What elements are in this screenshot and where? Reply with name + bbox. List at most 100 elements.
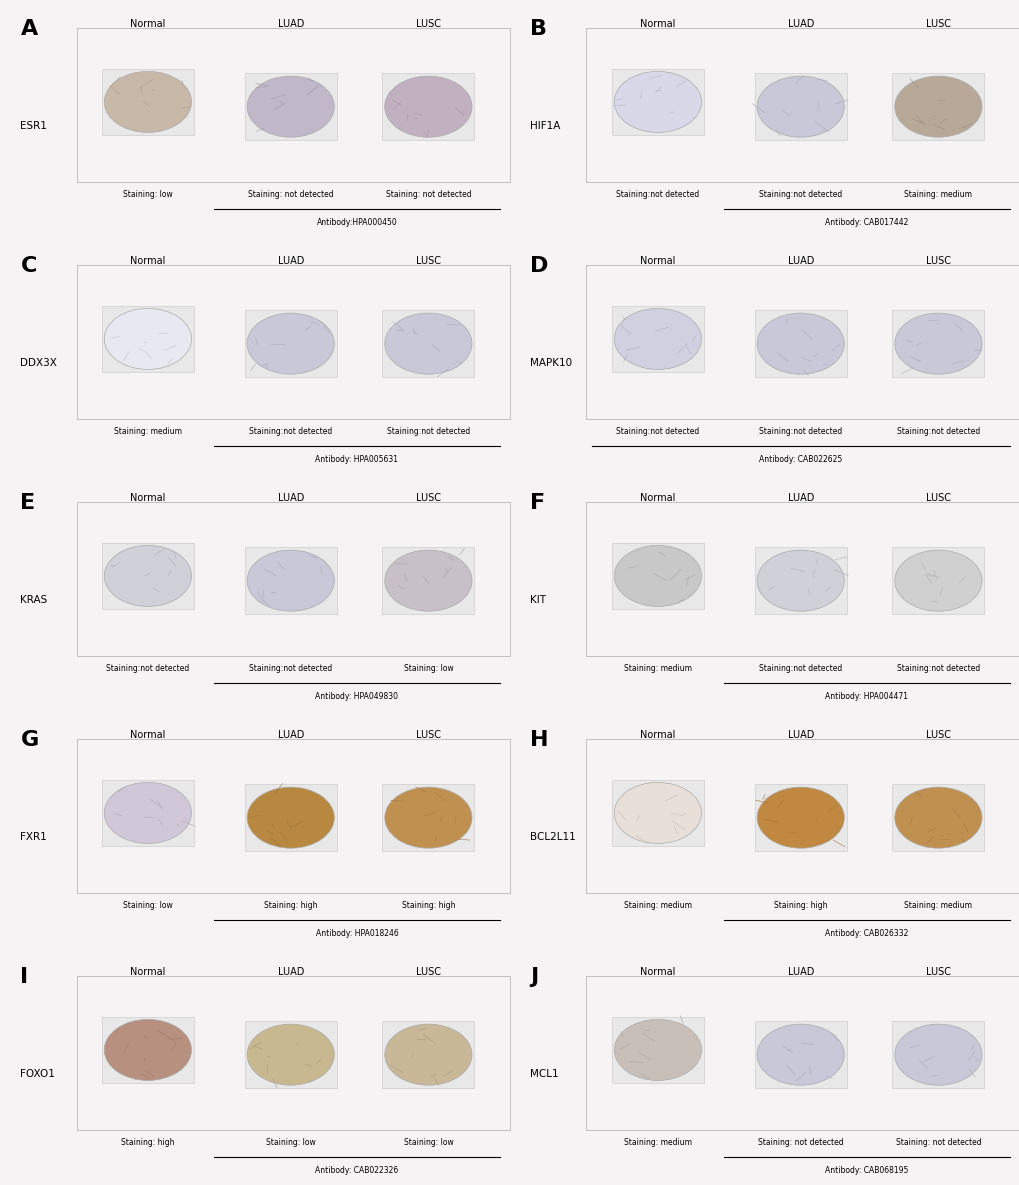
Text: Staining:not detected: Staining:not detected — [249, 664, 332, 673]
FancyBboxPatch shape — [245, 310, 336, 377]
Text: MCL1: MCL1 — [530, 1069, 558, 1078]
Text: HIF1A: HIF1A — [530, 121, 560, 130]
Ellipse shape — [756, 787, 844, 848]
FancyBboxPatch shape — [611, 543, 703, 609]
Text: Staining: low: Staining: low — [123, 901, 172, 910]
FancyBboxPatch shape — [382, 547, 474, 614]
Text: H: H — [530, 730, 548, 750]
Text: B: B — [530, 19, 547, 39]
Text: Antibody:HPA000450: Antibody:HPA000450 — [316, 218, 397, 228]
FancyBboxPatch shape — [102, 306, 194, 372]
Text: Normal: Normal — [640, 730, 675, 739]
Text: Staining: high: Staining: high — [264, 901, 317, 910]
FancyBboxPatch shape — [754, 784, 846, 851]
FancyBboxPatch shape — [382, 310, 474, 377]
Text: DDX3X: DDX3X — [20, 358, 57, 367]
Text: Staining: medium: Staining: medium — [624, 664, 691, 673]
Ellipse shape — [894, 1024, 981, 1085]
FancyBboxPatch shape — [102, 69, 194, 135]
Text: LUSC: LUSC — [416, 730, 440, 739]
Text: Staining: low: Staining: low — [404, 664, 452, 673]
Text: Staining:not detected: Staining:not detected — [615, 190, 699, 199]
Text: LUAD: LUAD — [277, 967, 304, 976]
Text: Staining: low: Staining: low — [404, 1138, 452, 1147]
Ellipse shape — [247, 76, 334, 137]
Text: LUSC: LUSC — [416, 967, 440, 976]
Text: Normal: Normal — [640, 967, 675, 976]
Text: Staining: medium: Staining: medium — [904, 901, 971, 910]
Text: I: I — [20, 967, 29, 987]
Ellipse shape — [894, 313, 981, 374]
FancyBboxPatch shape — [102, 543, 194, 609]
Ellipse shape — [756, 550, 844, 611]
Ellipse shape — [384, 313, 472, 374]
Text: Staining: not detected: Staining: not detected — [895, 1138, 980, 1147]
Ellipse shape — [384, 1024, 472, 1085]
FancyBboxPatch shape — [892, 310, 983, 377]
Text: Staining: low: Staining: low — [123, 190, 172, 199]
Text: LUAD: LUAD — [277, 493, 304, 502]
Text: D: D — [530, 256, 548, 276]
Text: Antibody: HPA004471: Antibody: HPA004471 — [824, 692, 908, 702]
Text: Staining: medium: Staining: medium — [904, 190, 971, 199]
Ellipse shape — [756, 76, 844, 137]
Text: Staining: low: Staining: low — [266, 1138, 315, 1147]
FancyBboxPatch shape — [611, 780, 703, 846]
Text: Normal: Normal — [130, 730, 165, 739]
FancyBboxPatch shape — [754, 73, 846, 140]
FancyBboxPatch shape — [611, 69, 703, 135]
Text: FOXO1: FOXO1 — [20, 1069, 55, 1078]
Ellipse shape — [756, 1024, 844, 1085]
Text: Normal: Normal — [640, 19, 675, 28]
Text: C: C — [20, 256, 37, 276]
Text: Normal: Normal — [640, 256, 675, 265]
Text: LUSC: LUSC — [925, 256, 950, 265]
Ellipse shape — [613, 782, 701, 844]
Text: J: J — [530, 967, 538, 987]
Text: Normal: Normal — [640, 493, 675, 502]
Text: Staining: not detected: Staining: not detected — [385, 190, 471, 199]
Text: MAPK10: MAPK10 — [530, 358, 572, 367]
Text: Staining: not detected: Staining: not detected — [757, 1138, 843, 1147]
Text: LUSC: LUSC — [416, 19, 440, 28]
FancyBboxPatch shape — [754, 310, 846, 377]
Text: Staining:not detected: Staining:not detected — [758, 190, 842, 199]
Text: LUAD: LUAD — [277, 256, 304, 265]
Text: FXR1: FXR1 — [20, 832, 47, 841]
Text: Staining:not detected: Staining:not detected — [386, 427, 470, 436]
Text: Antibody: CAB068195: Antibody: CAB068195 — [824, 1166, 908, 1176]
FancyBboxPatch shape — [892, 1021, 983, 1088]
Text: F: F — [530, 493, 545, 513]
Ellipse shape — [104, 1019, 192, 1081]
Ellipse shape — [247, 787, 334, 848]
Text: Antibody: CAB022326: Antibody: CAB022326 — [315, 1166, 398, 1176]
Text: Normal: Normal — [130, 256, 165, 265]
Text: Antibody: HPA005631: Antibody: HPA005631 — [315, 455, 398, 465]
Text: G: G — [20, 730, 39, 750]
Text: Staining:not detected: Staining:not detected — [615, 427, 699, 436]
Text: Staining:not detected: Staining:not detected — [249, 427, 332, 436]
Ellipse shape — [104, 782, 192, 844]
Ellipse shape — [104, 71, 192, 133]
Text: Staining: medium: Staining: medium — [624, 1138, 691, 1147]
FancyBboxPatch shape — [102, 780, 194, 846]
Text: KIT: KIT — [530, 595, 546, 604]
Ellipse shape — [894, 76, 981, 137]
FancyBboxPatch shape — [611, 306, 703, 372]
FancyBboxPatch shape — [892, 784, 983, 851]
FancyBboxPatch shape — [892, 547, 983, 614]
FancyBboxPatch shape — [754, 1021, 846, 1088]
FancyBboxPatch shape — [102, 1017, 194, 1083]
Ellipse shape — [384, 76, 472, 137]
Ellipse shape — [894, 787, 981, 848]
FancyBboxPatch shape — [382, 73, 474, 140]
Text: LUAD: LUAD — [787, 967, 813, 976]
FancyBboxPatch shape — [382, 784, 474, 851]
Text: Antibody: CAB026332: Antibody: CAB026332 — [824, 929, 908, 939]
Text: LUSC: LUSC — [925, 730, 950, 739]
Text: Staining:not detected: Staining:not detected — [758, 664, 842, 673]
Text: LUAD: LUAD — [277, 19, 304, 28]
Text: Normal: Normal — [130, 967, 165, 976]
Text: Antibody: HPA018246: Antibody: HPA018246 — [315, 929, 398, 939]
Text: Normal: Normal — [130, 493, 165, 502]
